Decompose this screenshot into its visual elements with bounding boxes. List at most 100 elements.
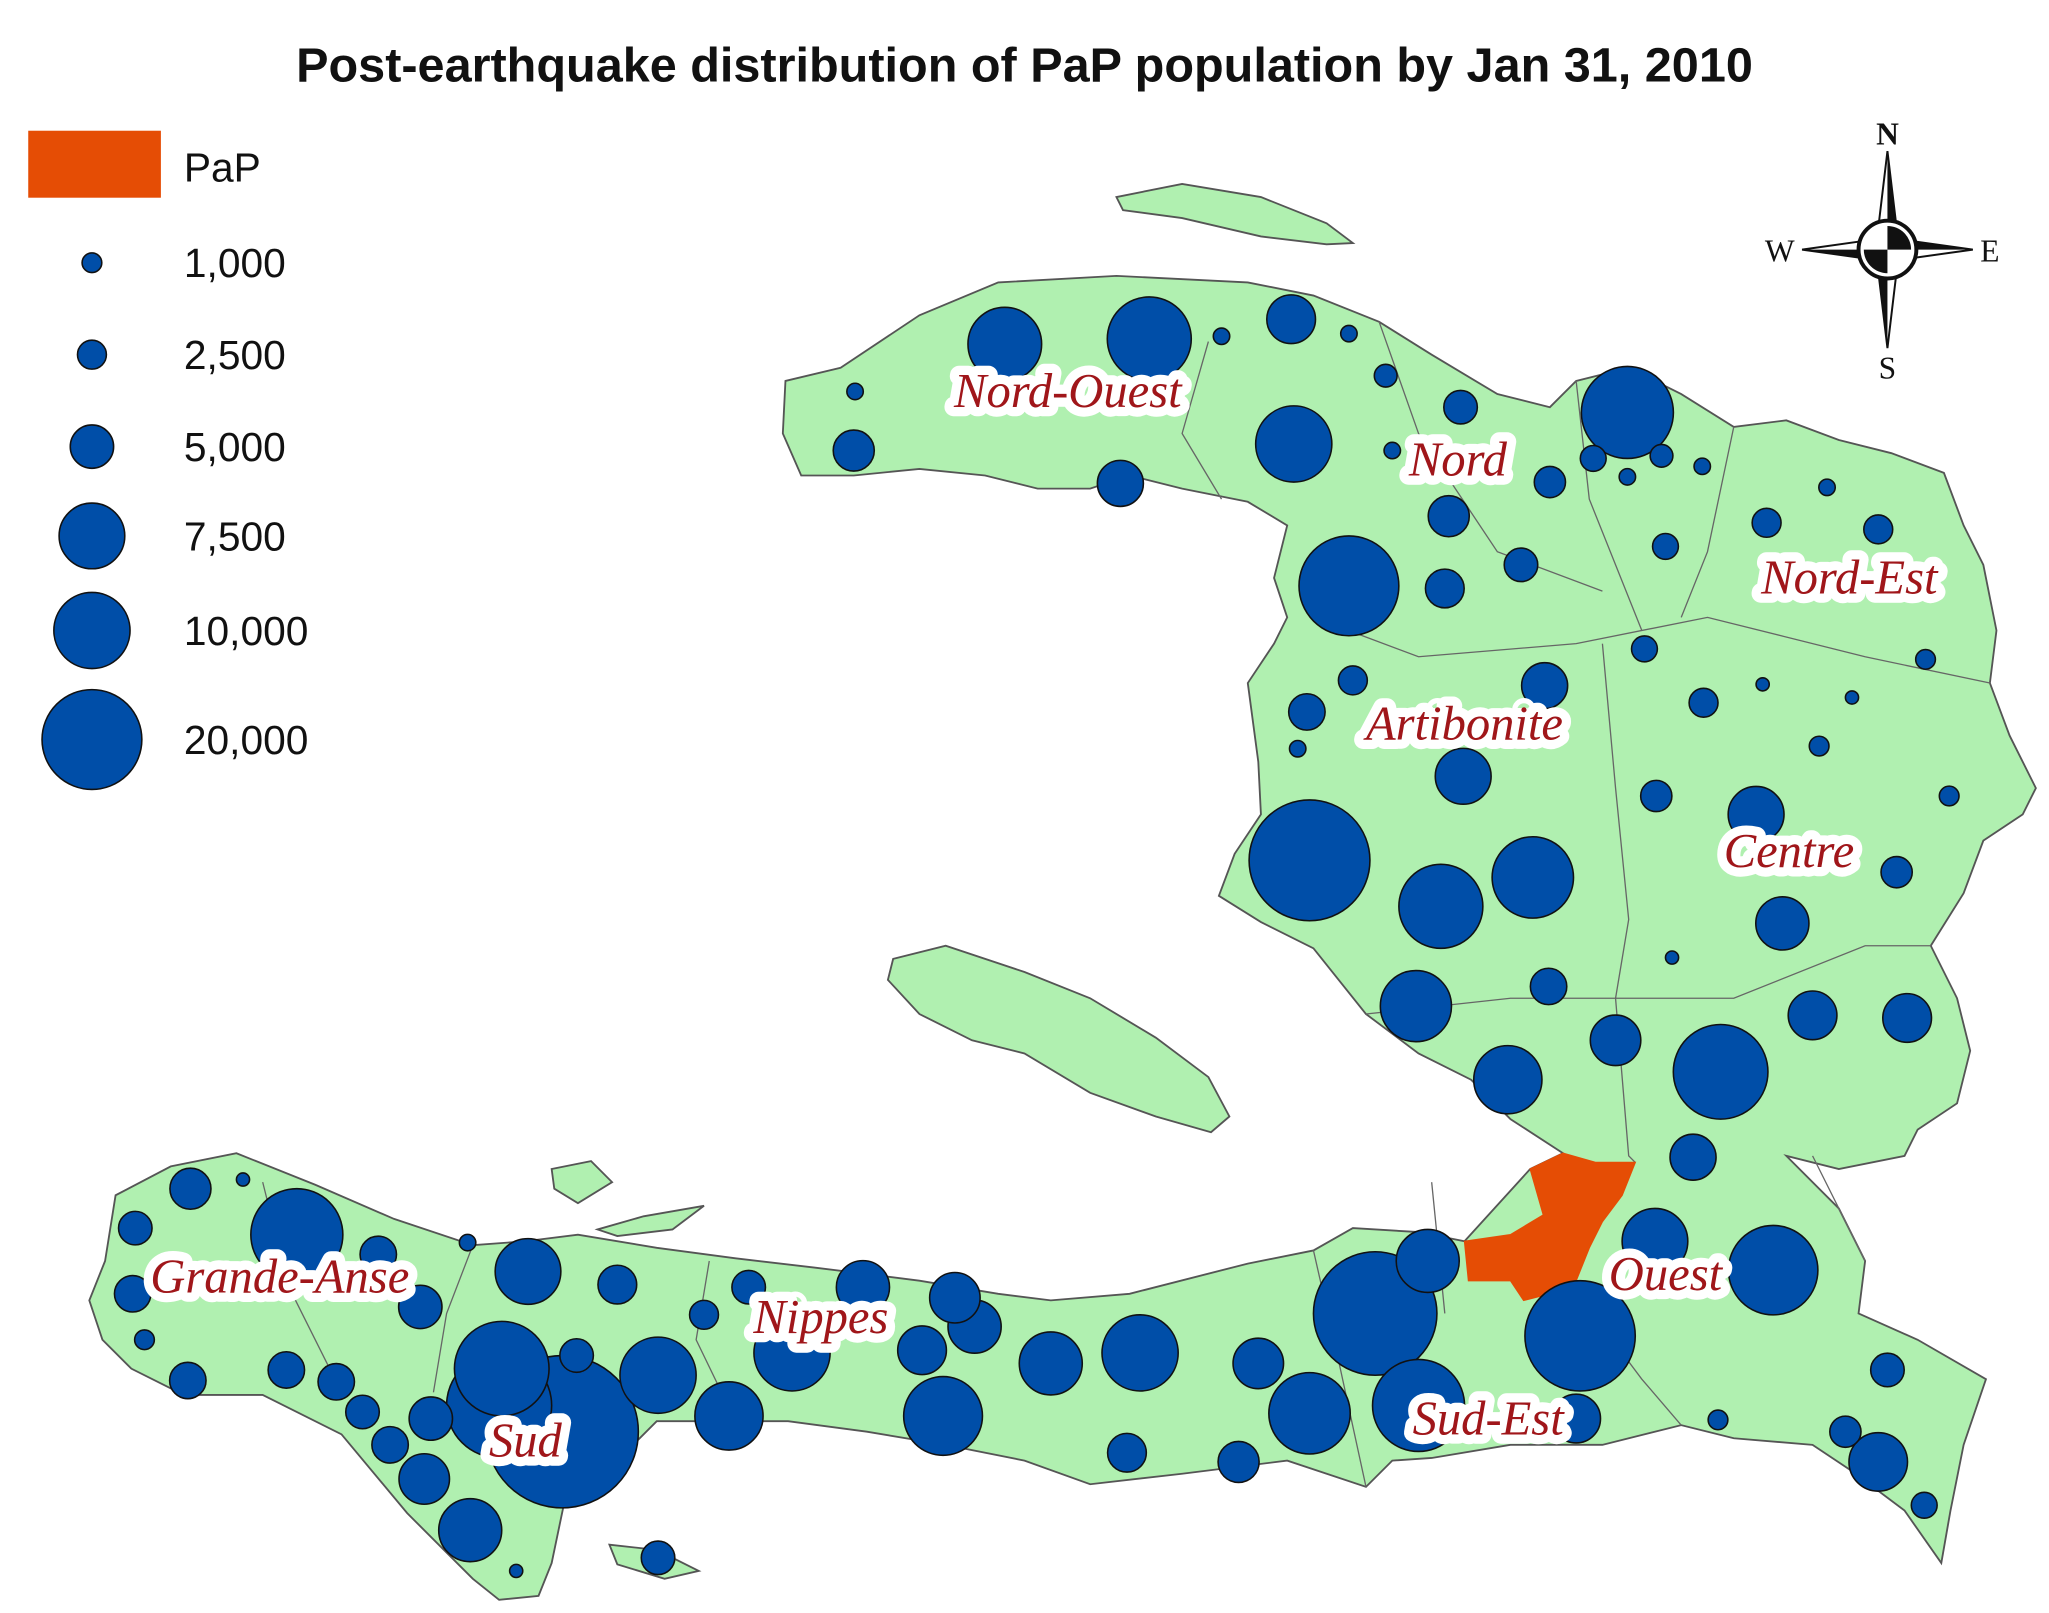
population-bubble	[1589, 1014, 1642, 1067]
population-bubble	[508, 1563, 524, 1579]
department-label-centre: Centre	[1724, 824, 1854, 878]
population-bubble	[597, 1264, 638, 1305]
population-bubbles	[113, 294, 1960, 1579]
population-bubble	[1268, 1371, 1352, 1455]
population-bubble	[1808, 735, 1830, 757]
department-label-grande-anse: Grande-Anse	[150, 1249, 409, 1303]
population-bubble	[1880, 855, 1914, 889]
population-bubble	[1630, 635, 1659, 663]
population-bubble	[1664, 950, 1680, 965]
legend-size-circle	[76, 339, 108, 370]
population-bubble	[1818, 478, 1837, 497]
legend-size-label: 2,500	[184, 332, 286, 378]
population-bubble	[359, 1235, 398, 1274]
legend: PaP 1,000 2,500 5,000 7,500 10,000 20,000	[28, 130, 309, 791]
population-bubble	[1727, 1224, 1819, 1316]
population-bubble	[1379, 969, 1453, 1043]
population-bubble	[1869, 1352, 1905, 1388]
population-bubble	[640, 1540, 676, 1576]
population-bubble	[694, 1381, 764, 1451]
population-bubble	[846, 382, 865, 401]
population-bubble	[559, 1337, 595, 1374]
population-bubble	[494, 1237, 562, 1306]
population-bubble	[133, 1329, 156, 1351]
population-bubble	[967, 306, 1043, 382]
population-bubble	[1938, 785, 1960, 807]
population-bubble	[408, 1396, 454, 1442]
population-bubble	[1337, 665, 1369, 696]
population-bubble	[1395, 1228, 1461, 1294]
population-bubble	[1533, 465, 1567, 499]
population-bubble	[688, 1299, 720, 1331]
population-bubble	[1503, 547, 1539, 583]
population-bubble	[1848, 1431, 1909, 1492]
population-bubble	[896, 1325, 948, 1376]
population-bubble	[1580, 365, 1675, 460]
population-bubble	[250, 1187, 344, 1282]
population-bubble	[1693, 457, 1712, 476]
population-bubble	[267, 1350, 306, 1389]
population-bubble	[1914, 648, 1937, 671]
population-bubble	[1649, 443, 1674, 468]
population-bubble	[398, 1452, 451, 1506]
department-label-nord-est: Nord-Est	[1760, 551, 1939, 605]
legend-size-label: 1,000	[184, 240, 286, 286]
population-bubble	[437, 1497, 503, 1563]
department-label-artibonite: Artibonite	[1363, 697, 1563, 751]
population-bubble	[453, 1320, 550, 1417]
population-bubble	[835, 1259, 891, 1315]
population-bubble	[1751, 507, 1782, 539]
population-bubble	[397, 1284, 443, 1330]
population-bubble	[168, 1361, 207, 1400]
population-bubble	[1707, 1409, 1729, 1431]
legend-size-label: 20,000	[184, 717, 309, 763]
legend-size-label: 10,000	[184, 608, 309, 654]
population-bubble	[1651, 532, 1680, 561]
legend-size-label: 5,000	[184, 424, 286, 470]
population-bubble	[1529, 967, 1568, 1006]
legend-pap-swatch	[28, 130, 161, 198]
population-bubble	[1101, 1314, 1179, 1392]
haiti-mainland	[88, 274, 2037, 1601]
gonave-island	[886, 944, 1231, 1134]
population-bubble	[1248, 799, 1371, 922]
compass-west: W	[1765, 233, 1795, 268]
department-label-nippes: Nippes	[752, 1290, 888, 1344]
population-bubble	[1298, 535, 1400, 637]
population-bubble	[317, 1362, 356, 1401]
population-bubble	[1434, 747, 1492, 806]
population-bubble	[1669, 1133, 1717, 1181]
population-bubble	[1882, 992, 1933, 1044]
population-bubble	[1106, 296, 1193, 382]
department-labels: Nord-Ouest Nord Nord-Est Artibonite Centre Gr…	[141, 355, 1948, 1477]
population-bubble	[1383, 441, 1402, 460]
population-bubble	[1672, 1023, 1769, 1120]
population-bubble	[169, 1167, 212, 1211]
population-bubble	[371, 1425, 410, 1464]
population-bubble	[1288, 739, 1307, 758]
population-bubble	[1829, 1415, 1862, 1449]
map-title: Post-earthquake distribution of PaP popu…	[296, 38, 1753, 92]
population-bubble	[1910, 1491, 1938, 1519]
population-bubble	[1427, 494, 1471, 538]
legend-pap-label: PaP	[184, 144, 261, 190]
population-bubble	[1688, 687, 1719, 718]
population-bubble	[1371, 1358, 1466, 1453]
legend-size-circle	[81, 252, 103, 274]
population-bubble	[753, 1314, 831, 1392]
legend-size-circle	[69, 424, 115, 470]
population-bubble	[344, 1394, 381, 1430]
small-island	[594, 1204, 705, 1237]
population-bubble	[1443, 389, 1479, 425]
population-bubble	[113, 1274, 152, 1313]
population-bubble	[1520, 661, 1569, 710]
population-bubble	[1551, 1393, 1602, 1444]
population-bubble	[1096, 459, 1145, 508]
compass-south: S	[1879, 350, 1897, 385]
population-bubble	[1265, 294, 1317, 345]
population-bubble	[1472, 1044, 1543, 1115]
population-bubble	[1755, 676, 1771, 692]
tortuga-island	[1115, 182, 1356, 246]
